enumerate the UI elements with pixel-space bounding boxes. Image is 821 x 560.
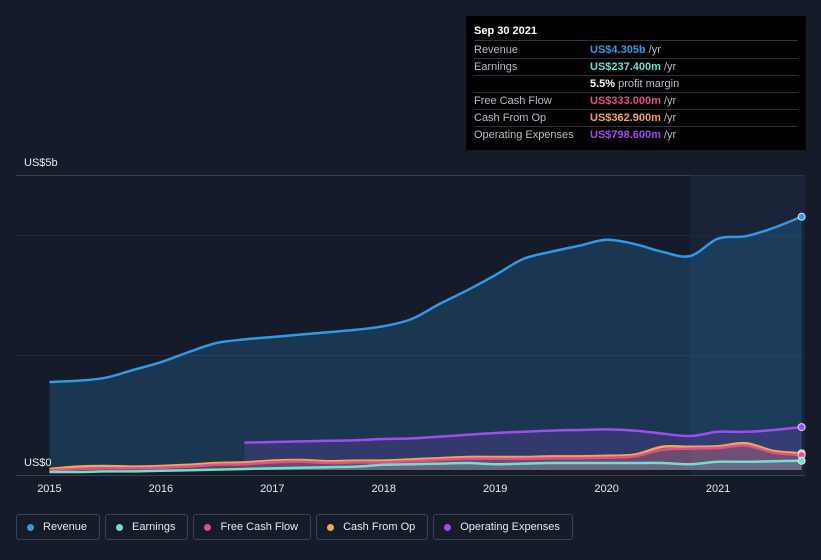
tooltip-row-label: Operating Expenses: [474, 129, 574, 141]
area-revenue: [49, 216, 802, 470]
tooltip-row: 5.5% profit margin: [474, 76, 798, 93]
tooltip-row-value: US$333.000m: [590, 95, 661, 107]
endpoint-operating-expenses: [797, 423, 806, 432]
y-axis-max-label: US$5b: [24, 157, 58, 169]
tooltip-row: Free Cash Flow US$333.000m/yr: [474, 93, 798, 110]
data-tooltip: Sep 30 2021 Revenue US$4.305b/yr Earnings U…: [466, 16, 806, 150]
line-free-cash-flow: [49, 444, 802, 472]
legend-label: Operating Expenses: [460, 521, 560, 533]
legend-dot-icon: [116, 523, 124, 531]
legend-label: Revenue: [43, 521, 88, 533]
x-tick-label: 2021: [706, 483, 730, 495]
legend-label: Earnings: [132, 521, 176, 533]
x-tick-label: 2018: [372, 483, 396, 495]
tooltip-row-unit: /yr: [663, 95, 677, 107]
legend-item-free-cash-flow[interactable]: Free Cash Flow: [193, 514, 312, 540]
line-cash-from-op: [49, 441, 802, 471]
tooltip-row-unit: profit margin: [618, 78, 680, 90]
line-earnings: [49, 459, 802, 474]
legend-dot-icon: [444, 523, 452, 531]
legend-label: Free Cash Flow: [220, 521, 299, 533]
legend-item-cash-from-op[interactable]: Cash From Op: [316, 514, 429, 540]
legend-item-revenue[interactable]: Revenue: [16, 514, 101, 540]
legend-dot-icon: [204, 523, 212, 531]
line-operating-expenses: [244, 425, 802, 444]
endpoint-revenue: [797, 212, 806, 221]
x-tick-label: 2016: [149, 483, 173, 495]
highlight-rect: [690, 175, 805, 475]
y-axis-zero-label: US$0: [24, 457, 52, 469]
x-tick-label: 2019: [483, 483, 507, 495]
tooltip-row-label: Earnings: [474, 61, 518, 73]
x-axis-ticks: 2015 2016 2017 2018 2019 2020 2021: [37, 483, 730, 495]
grid-lines: [16, 175, 805, 476]
tooltip-row-label: Cash From Op: [474, 112, 547, 124]
legend: Revenue Earnings Free Cash Flow Cash From O…: [16, 514, 573, 540]
series-lines: [49, 215, 803, 474]
series-endpoints: [797, 212, 806, 465]
tooltip-row-value: US$798.600m: [590, 129, 661, 141]
tooltip-row: Revenue US$4.305b/yr: [474, 42, 798, 59]
legend-item-earnings[interactable]: Earnings: [105, 514, 189, 540]
endpoint-earnings: [797, 456, 806, 465]
x-tick-label: 2015: [37, 483, 61, 495]
tooltip-row-label: Free Cash Flow: [474, 95, 552, 107]
legend-label: Cash From Op: [343, 521, 416, 533]
tooltip-row: Operating Expenses US$798.600m/yr: [474, 127, 798, 143]
tooltip-row-value: US$362.900m: [590, 112, 661, 124]
area-operating-expenses: [244, 427, 802, 470]
tooltip-row-unit: /yr: [663, 112, 677, 124]
forecast-highlight-region: [690, 175, 805, 475]
tooltip-row-unit: /yr: [663, 61, 677, 73]
legend-dot-icon: [27, 523, 34, 531]
tooltip-row-unit: /yr: [663, 129, 677, 141]
x-tick-label: 2020: [594, 483, 618, 495]
tooltip-row-value: US$4.305b: [590, 44, 646, 56]
tooltip-row-label: [474, 76, 590, 92]
x-tick-label: 2017: [260, 483, 284, 495]
tooltip-row-unit: /yr: [648, 44, 661, 56]
line-revenue: [49, 215, 803, 384]
tooltip-row-value: 5.5%: [590, 78, 616, 90]
tooltip-row-label: Revenue: [474, 44, 519, 56]
tooltip-row-value: US$237.400m: [590, 61, 661, 73]
tooltip-row: Cash From Op US$362.900m/yr: [474, 110, 798, 127]
legend-item-operating-expenses[interactable]: Operating Expenses: [433, 514, 573, 540]
tooltip-date: Sep 30 2021: [474, 23, 798, 41]
legend-dot-icon: [327, 523, 335, 531]
tooltip-row: Earnings US$237.400m/yr: [474, 59, 798, 76]
